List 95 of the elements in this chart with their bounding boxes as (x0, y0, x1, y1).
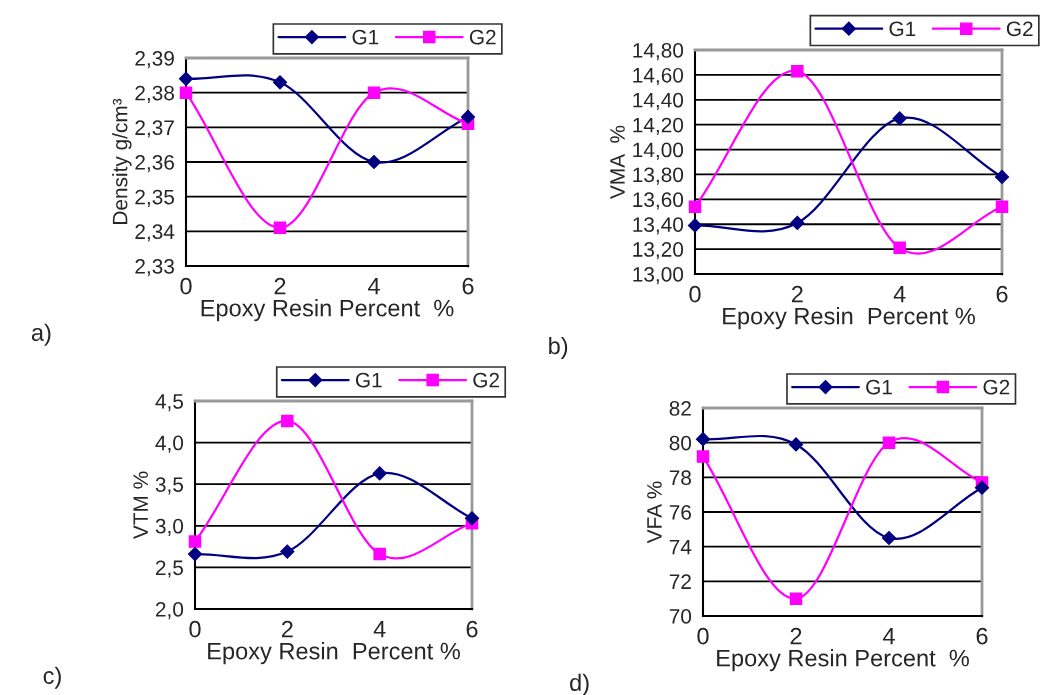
legend-label: G1 (866, 379, 892, 395)
y-tick-label: 2,36 (135, 155, 174, 173)
y-tick-label: 14,20 (633, 117, 684, 135)
point (994, 169, 1010, 185)
point (188, 535, 202, 548)
y-tick-label: 4,0 (155, 435, 184, 453)
x-tick-label: 0 (697, 627, 709, 645)
x-axis-title: Epoxy Resin Percent % (201, 299, 454, 322)
legend-label: G2 (983, 379, 1010, 395)
y-tick-label: 76 (669, 505, 691, 520)
y-tick-label: 2,0 (155, 602, 184, 620)
y-tick-label: 2,37 (135, 120, 174, 138)
point (695, 432, 711, 447)
y-tick-label: 2,35 (135, 189, 175, 207)
x-tick-label: 4 (367, 277, 380, 295)
point (178, 71, 194, 86)
point (696, 450, 710, 463)
point (789, 592, 803, 605)
legend-label: G1 (355, 372, 382, 388)
y-tick-label: 2,38 (135, 85, 174, 103)
point (893, 241, 906, 255)
text: b) (549, 336, 568, 359)
point (464, 511, 480, 526)
y-tick-label: 82 (669, 401, 691, 416)
x-tick-label: 2 (281, 620, 293, 638)
point (791, 64, 804, 78)
point (788, 437, 804, 452)
point (280, 544, 295, 559)
y-axis-title: Density g/cm³ (112, 98, 132, 224)
point (179, 86, 193, 99)
x-tick-label: 6 (462, 277, 474, 295)
x-tick-label: 2 (790, 627, 802, 645)
y-tick-label: 74 (669, 539, 692, 555)
y-tick-label: 3,0 (155, 518, 184, 537)
y-tick-label: 13,00 (633, 267, 684, 285)
text: c) (43, 666, 61, 689)
x-tick-label: 6 (996, 285, 1008, 303)
x-tick-label: 4 (893, 285, 906, 303)
x-tick-label: 0 (689, 285, 701, 303)
y-tick-label: 14,80 (633, 43, 684, 61)
legend-label: G2 (1006, 21, 1033, 37)
point (688, 200, 702, 214)
point (882, 436, 896, 449)
y-tick-label: 72 (669, 574, 691, 589)
point (272, 75, 288, 90)
x-tick-label: 6 (976, 627, 988, 645)
x-tick-label: 0 (180, 277, 192, 295)
point (187, 547, 203, 562)
y-tick-label: 3,5 (155, 477, 184, 495)
y-tick-label: 13,80 (633, 167, 684, 185)
x-tick-label: 4 (882, 627, 895, 645)
point (881, 530, 897, 546)
text: d) (570, 673, 589, 695)
y-axis-title: VTM % (133, 471, 148, 540)
legend-label: G1 (352, 29, 379, 45)
x-tick-label: 6 (466, 620, 478, 638)
point (790, 215, 805, 231)
y-tick-label: 14,40 (633, 92, 684, 110)
x-axis-title: Epoxy Resin Percent % (723, 307, 975, 330)
point (373, 547, 386, 561)
y-tick-label: 13,20 (633, 242, 684, 260)
point (273, 221, 287, 235)
y-axis-title: VMA % (610, 125, 625, 199)
point (687, 218, 703, 233)
point (974, 480, 990, 495)
legend-label: G2 (473, 372, 499, 388)
y-tick-label: 78 (669, 470, 691, 486)
y-tick-label: 13,40 (633, 217, 684, 235)
y-tick-label: 2,5 (155, 560, 184, 578)
x-tick-label: 2 (274, 277, 286, 295)
point (892, 111, 907, 126)
y-tick-label: 2,34 (135, 224, 175, 242)
y-axis-title: VFA % (647, 481, 662, 544)
y-tick-label: 4,5 (155, 394, 184, 412)
text: a) (31, 323, 51, 346)
point (372, 466, 387, 481)
point (367, 86, 381, 99)
y-tick-label: 70 (669, 609, 692, 624)
x-axis-title: Epoxy Resin Percent % (208, 642, 460, 665)
x-tick-label: 2 (791, 285, 803, 303)
x-tick-label: 4 (373, 620, 386, 638)
point (366, 154, 382, 170)
y-tick-label: 13,60 (633, 192, 684, 210)
y-tick-label: 80 (669, 435, 692, 451)
legend-label: G1 (889, 21, 916, 37)
y-tick-label: 2,33 (135, 259, 174, 277)
point (995, 200, 1009, 214)
y-tick-label: 14,00 (633, 142, 684, 160)
x-tick-label: 0 (189, 620, 201, 638)
x-axis-title: Epoxy Resin Percent % (717, 649, 969, 672)
y-tick-label: 2,39 (135, 51, 174, 69)
y-tick-label: 14,60 (633, 67, 684, 86)
point (460, 109, 476, 125)
legend-label: G2 (469, 29, 496, 45)
point (281, 414, 294, 428)
